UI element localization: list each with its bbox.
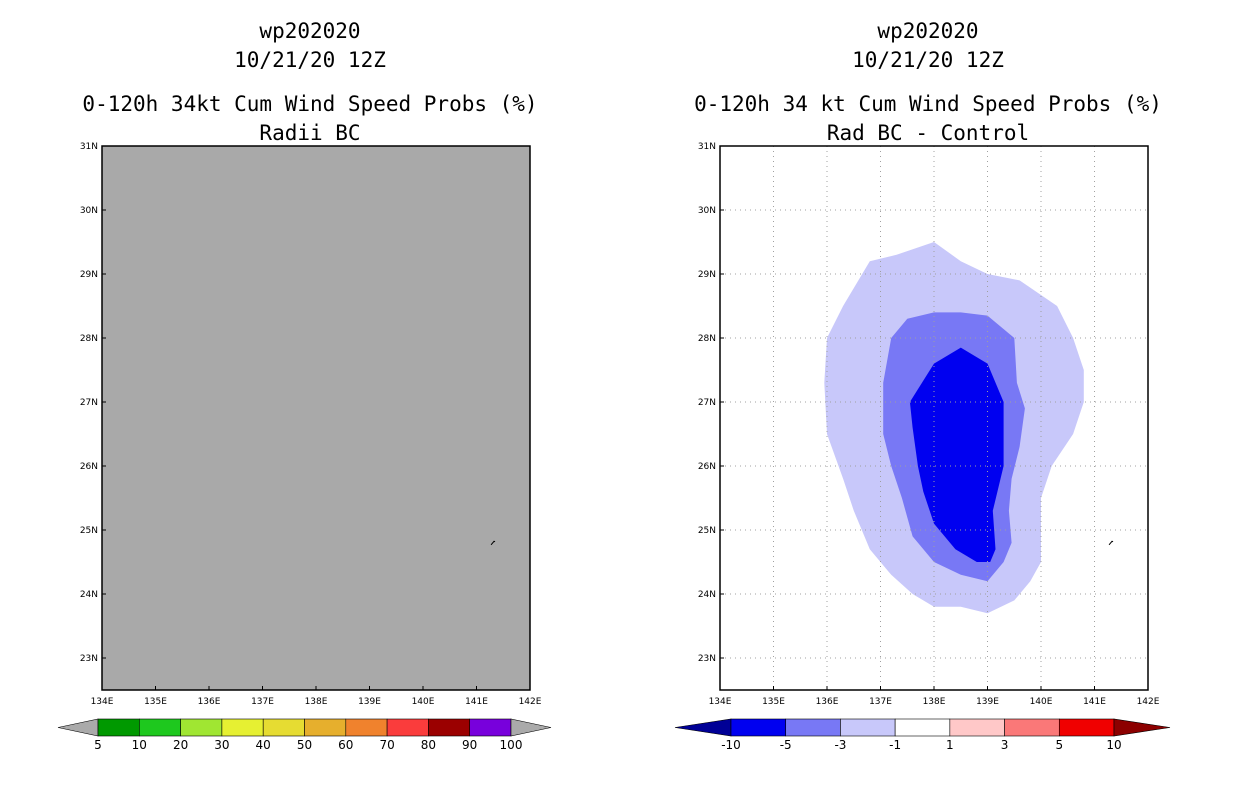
left-title-storm: wp202020	[259, 19, 360, 43]
left-cbar-swatch-8	[428, 718, 470, 737]
left-cbar-swatch-4	[262, 718, 305, 737]
left-cbar-label-2: 20	[173, 738, 188, 752]
right-colorbar: -10 -5 -3 -1 1 3 5 10	[674, 718, 1171, 752]
left-plot-area: 134E 135E 136E 137E 138E 139E 140E 141E 142E 31N 3…	[80, 142, 542, 707]
left-plot-background	[102, 146, 530, 690]
left-ytick-label-2: 29N	[80, 270, 98, 280]
left-cbar-swatch-2	[180, 718, 223, 737]
left-cbar-label-1: 10	[132, 738, 147, 752]
left-xtick-label-7: 141E	[465, 697, 488, 707]
left-cbar-swatch-3	[221, 718, 264, 737]
left-xtick-label-4: 138E	[305, 697, 328, 707]
right-ytick-label-0: 31N	[698, 142, 716, 152]
left-title-date: 10/21/20 12Z	[234, 48, 386, 72]
left-cbar-swatch-5	[304, 718, 347, 737]
right-cbar-swatch-3	[894, 718, 951, 737]
right-title-storm: wp202020	[877, 19, 978, 43]
left-ytick-label-6: 25N	[80, 526, 98, 536]
left-cbar-swatch-9	[469, 718, 512, 737]
right-cbar-swatch-0	[730, 718, 787, 737]
left-cbar-swatch-7	[386, 718, 429, 737]
left-cbar-label-9: 90	[462, 738, 477, 752]
left-xtick-label-3: 137E	[251, 697, 274, 707]
left-xtick-label-1: 135E	[144, 697, 167, 707]
right-title-product: 0-120h 34 kt Cum Wind Speed Probs (%)	[694, 92, 1162, 116]
right-cbar-swatch-4	[949, 718, 1005, 737]
right-plot-area: 134E 135E 136E 137E 138E 139E 140E 141E 142E 31N 3…	[698, 142, 1160, 707]
left-ytick-label-8: 23N	[80, 654, 98, 664]
right-xtick-label-8: 142E	[1137, 697, 1160, 707]
left-colorbar: 5 10 20 30 40 50 60 70 80 90 100	[57, 718, 552, 752]
left-xtick-label-8: 142E	[519, 697, 542, 707]
right-xtick-label-6: 140E	[1030, 697, 1053, 707]
right-xtick-label-4: 138E	[923, 697, 946, 707]
right-cbar-label-0: -10	[721, 738, 741, 752]
left-cbar-label-0: 5	[94, 738, 102, 752]
left-cbar-swatch-1	[139, 718, 181, 737]
left-title-product: 0-120h 34kt Cum Wind Speed Probs (%)	[82, 92, 537, 116]
left-cbar-swatch-0	[97, 718, 140, 737]
left-xtick-label-2: 136E	[198, 697, 221, 707]
right-ytick-label-2: 29N	[698, 270, 716, 280]
right-panel: wp202020 10/21/20 12Z 0-120h 34 kt Cum W…	[674, 19, 1171, 752]
left-cbar-low-triangle	[57, 718, 99, 737]
left-panel: wp202020 10/21/20 12Z 0-120h 34kt Cum Wi…	[57, 19, 552, 752]
left-ytick-label-4: 27N	[80, 398, 98, 408]
right-cbar-label-2: -3	[834, 738, 846, 752]
right-ytick-label-6: 25N	[698, 526, 716, 536]
right-cbar-swatch-5	[1004, 718, 1060, 737]
right-cbar-label-1: -5	[780, 738, 792, 752]
right-ytick-label-5: 26N	[698, 462, 716, 472]
right-ytick-label-1: 30N	[698, 206, 716, 216]
left-ytick-label-5: 26N	[80, 462, 98, 472]
left-island-marker	[490, 540, 496, 546]
left-xtick-label-6: 140E	[412, 697, 435, 707]
left-cbar-label-3: 30	[214, 738, 229, 752]
left-cbar-label-8: 80	[421, 738, 436, 752]
right-cbar-low-triangle	[674, 718, 732, 737]
right-xtick-label-7: 141E	[1083, 697, 1106, 707]
right-xtick-label-2: 136E	[816, 697, 839, 707]
right-contour-2	[909, 347, 1004, 562]
right-cbar-swatch-6	[1058, 718, 1115, 737]
right-cbar-swatch-2	[840, 718, 896, 737]
right-title-date: 10/21/20 12Z	[852, 48, 1004, 72]
right-xtick-label-0: 134E	[709, 697, 732, 707]
right-ytick-label-3: 28N	[698, 334, 716, 344]
right-cbar-label-7: 10	[1106, 738, 1121, 752]
left-title-subtitle: Radii BC	[259, 121, 360, 145]
right-cbar-swatch-1	[785, 718, 841, 737]
right-xtick-label-1: 135E	[762, 697, 785, 707]
left-cbar-label-6: 60	[338, 738, 353, 752]
left-xtick-label-5: 139E	[358, 697, 381, 707]
left-ytick-label-3: 28N	[80, 334, 98, 344]
right-xtick-label-3: 137E	[869, 697, 892, 707]
right-cbar-high-triangle	[1113, 718, 1171, 737]
left-cbar-label-4: 40	[256, 738, 271, 752]
left-cbar-label-7: 70	[379, 738, 394, 752]
left-ytick-label-7: 24N	[80, 590, 98, 600]
right-cbar-label-6: 5	[1055, 738, 1063, 752]
left-cbar-label-5: 50	[297, 738, 312, 752]
right-cbar-label-3: -1	[889, 738, 901, 752]
right-ytick-label-4: 27N	[698, 398, 716, 408]
right-xtick-label-5: 139E	[976, 697, 999, 707]
right-title-subtitle: Rad BC - Control	[827, 121, 1029, 145]
right-island-marker	[1108, 540, 1114, 546]
right-ytick-label-7: 24N	[698, 590, 716, 600]
right-ytick-label-8: 23N	[698, 654, 716, 664]
left-cbar-label-10: 100	[500, 738, 523, 752]
left-cbar-swatch-6	[345, 718, 388, 737]
left-ytick-label-0: 31N	[80, 142, 98, 152]
left-ytick-label-1: 30N	[80, 206, 98, 216]
right-cbar-label-5: 3	[1001, 738, 1009, 752]
right-cbar-label-4: 1	[946, 738, 954, 752]
left-xtick-label-0: 134E	[91, 697, 114, 707]
left-cbar-high-triangle	[510, 718, 552, 737]
